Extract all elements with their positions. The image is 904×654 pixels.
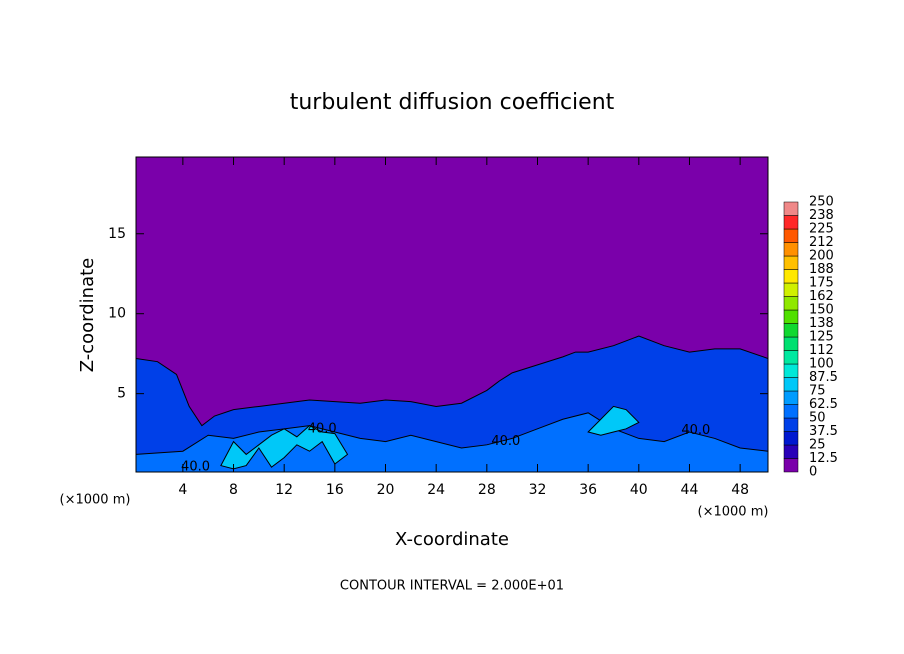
x-tick-label: 8 [229,482,238,498]
x-tick-label: 16 [326,482,344,498]
colorbar-label: 25 [809,438,826,453]
x-tick-label: 44 [681,482,699,498]
colorbar-band [783,228,799,243]
colorbar-label: 238 [809,208,834,223]
colorbar-label: 212 [809,235,834,250]
colorbar-label: 175 [809,276,834,291]
colorbar-label: 162 [809,289,834,304]
x-unit-label: (×1000 m) [60,493,131,508]
colorbar-band [783,390,799,405]
colorbar-label: 50 [809,411,826,426]
x-tick-label: 36 [579,482,597,498]
plot-frame [135,156,769,473]
x-tick-label: 20 [377,482,395,498]
colorbar-band [783,242,799,257]
colorbar-band [783,431,799,446]
colorbar-band [783,377,799,392]
colorbar-label: 75 [809,384,826,399]
colorbar-label: 87.5 [809,370,838,385]
x-tick-label: 48 [731,482,749,498]
colorbar-band [783,255,799,270]
colorbar-band [783,458,799,473]
colorbar-band [783,309,799,324]
contour-label: 40.0 [491,434,520,449]
colorbar-label: 0 [809,465,817,480]
field-region [220,425,349,470]
colorbar-label: 112 [809,343,834,358]
x-tick-label: 24 [427,482,445,498]
footer: CONTOUR INTERVAL = 2.000E+01 [340,579,564,594]
colorbar-band [783,336,799,351]
colorbar-label: 200 [809,249,834,264]
colorbar-band [783,350,799,365]
field-region [587,405,640,436]
colorbar-band [783,282,799,297]
x-axis-title: X-coordinate [395,529,509,550]
colorbar-band [783,444,799,459]
x-tick-label: 40 [630,482,648,498]
x-unit-label: (×1000 m) [698,505,769,520]
colorbar-band [783,363,799,378]
colorbar-band [783,404,799,419]
colorbar-band [783,296,799,311]
colorbar-label: 138 [809,316,834,331]
contour-label: 40.0 [308,421,337,436]
chart-title: turbulent diffusion coefficient [290,90,615,115]
colorbar-label: 225 [809,222,834,237]
colorbar-label: 37.5 [809,424,838,439]
y-axis-title: Z-coordinate [77,258,98,373]
colorbar-label: 62.5 [809,397,838,412]
colorbar-label: 100 [809,357,834,372]
colorbar-band [783,269,799,284]
colorbar-label: 12.5 [809,451,838,466]
colorbar-label: 250 [809,195,834,210]
x-tick-label: 32 [529,482,547,498]
y-tick-label: 15 [108,226,126,242]
x-tick-label: 4 [178,482,187,498]
contour-label: 40.0 [181,460,210,475]
colorbar-label: 150 [809,303,834,318]
colorbar-label: 125 [809,330,834,345]
x-tick-label: 28 [478,482,496,498]
y-tick-label: 10 [108,306,126,322]
colorbar-label: 188 [809,262,834,277]
colorbar-band [783,417,799,432]
colorbar-band [783,201,799,216]
x-tick-label: 12 [275,482,293,498]
colorbar-band [783,323,799,338]
contour-label: 40.0 [681,423,710,438]
colorbar-band [783,215,799,230]
y-tick-label: 5 [117,386,126,402]
